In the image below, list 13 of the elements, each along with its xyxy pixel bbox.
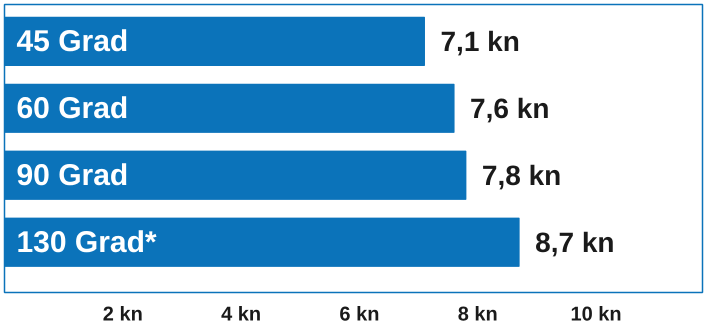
y-tick-label: 90 Grad [16,158,128,192]
y-tick-label: 45 Grad [16,24,128,58]
x-tick-label: 4 kn [221,304,262,326]
x-tick-label: 2 kn [102,304,143,326]
x-tick-label: 10 kn [570,304,622,326]
data-label: 7,8 kn [482,160,562,191]
data-label: 7,1 kn [440,26,520,57]
data-label: 8,7 kn [535,226,615,258]
x-tick-label: 8 kn [458,304,498,326]
x-tick-label: 6 kn [339,304,380,326]
y-tick-label: 60 Grad [16,92,128,125]
y-tick-label: 130 Grad* [16,226,157,259]
data-label: 7,6 kn [470,92,550,124]
